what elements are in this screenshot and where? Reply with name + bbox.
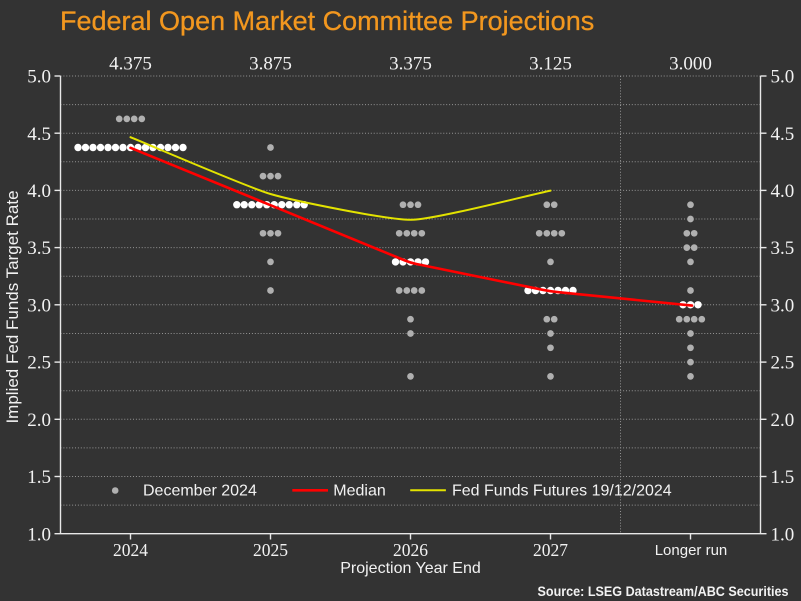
svg-text:December 2024: December 2024: [143, 482, 257, 499]
svg-text:4.5: 4.5: [27, 124, 51, 145]
svg-text:4.5: 4.5: [771, 124, 795, 145]
svg-text:3.0: 3.0: [771, 295, 795, 316]
svg-text:3.875: 3.875: [249, 54, 292, 75]
svg-text:2025: 2025: [253, 540, 288, 560]
svg-text:Fed Funds Futures 19/12/2024: Fed Funds Futures 19/12/2024: [452, 482, 672, 499]
svg-text:3.000: 3.000: [669, 54, 712, 75]
svg-text:2.0: 2.0: [27, 410, 51, 431]
svg-text:3.0: 3.0: [27, 295, 51, 316]
svg-text:1.0: 1.0: [771, 524, 795, 545]
svg-text:3.5: 3.5: [27, 238, 51, 259]
svg-text:2.0: 2.0: [771, 410, 795, 431]
svg-text:Federal Open Market Committee: Federal Open Market Committee Projection…: [60, 6, 594, 36]
svg-text:2026: 2026: [393, 540, 428, 560]
svg-text:1.5: 1.5: [771, 467, 795, 488]
svg-text:3.125: 3.125: [529, 54, 572, 75]
svg-text:Projection Year End: Projection Year End: [340, 560, 481, 577]
svg-text:5.0: 5.0: [27, 67, 51, 88]
svg-text:4.0: 4.0: [771, 181, 795, 202]
svg-text:Source: LSEG Datastream/ABC Se: Source: LSEG Datastream/ABC Securities: [538, 584, 789, 599]
svg-text:3.375: 3.375: [389, 54, 432, 75]
svg-text:Median: Median: [333, 482, 385, 499]
svg-text:2.5: 2.5: [27, 353, 51, 374]
svg-text:2.5: 2.5: [771, 353, 795, 374]
svg-text:4.0: 4.0: [27, 181, 51, 202]
svg-text:5.0: 5.0: [771, 67, 795, 88]
svg-text:3.5: 3.5: [771, 238, 795, 259]
svg-text:4.375: 4.375: [109, 54, 152, 75]
svg-text:2027: 2027: [533, 540, 568, 560]
svg-text:2024: 2024: [113, 540, 148, 560]
svg-text:Longer run: Longer run: [655, 542, 728, 559]
svg-text:1.0: 1.0: [27, 524, 51, 545]
svg-text:Implied Fed Funds Target Rate: Implied Fed Funds Target Rate: [3, 190, 22, 423]
svg-text:1.5: 1.5: [27, 467, 51, 488]
